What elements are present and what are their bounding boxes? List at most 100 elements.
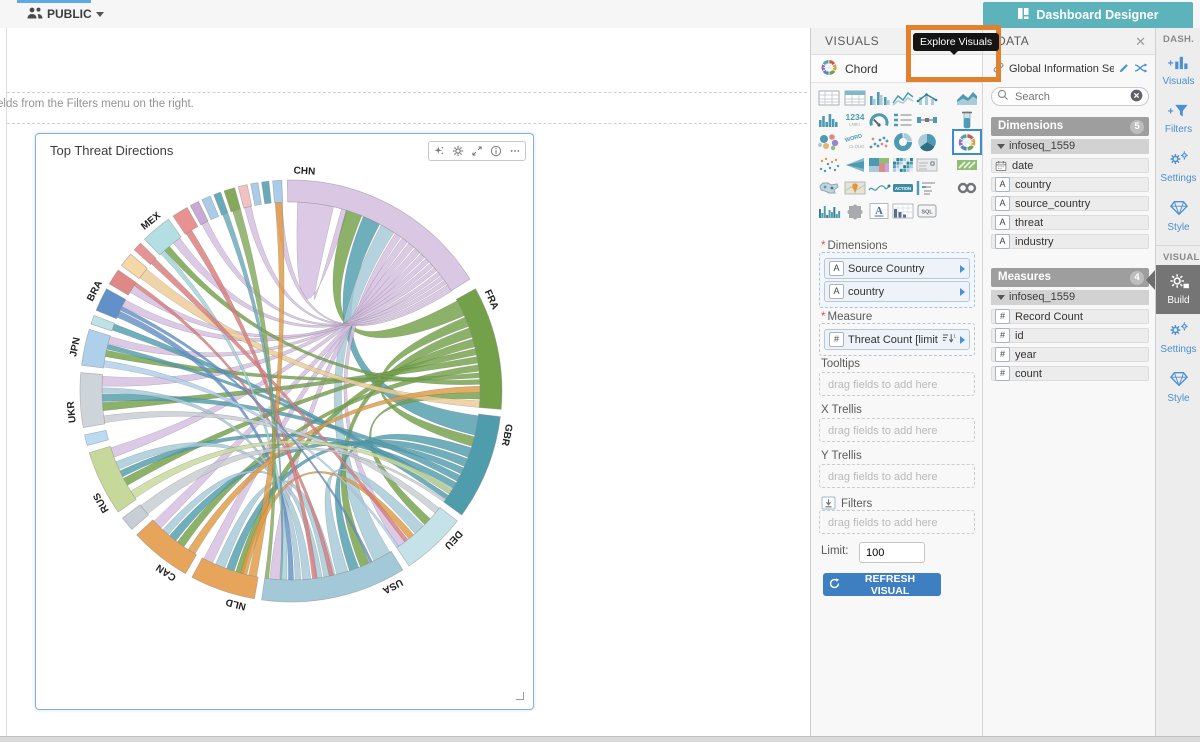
funnel-visual-icon[interactable] [843, 155, 867, 175]
measure-group-row[interactable]: infoseq_1559 [991, 290, 1149, 305]
refresh-visual-button[interactable]: REFRESH VISUAL [823, 573, 941, 597]
switch-dataset-icon[interactable] [1134, 62, 1148, 77]
sql-visual-icon[interactable]: SQL [915, 201, 939, 221]
pin-map-visual-icon[interactable] [843, 178, 867, 198]
chord-visual-icon[interactable] [952, 129, 982, 155]
dense-bars-visual-icon[interactable] [817, 201, 841, 221]
queue-visual-icon[interactable] [915, 178, 939, 198]
legend-visual-icon[interactable] [891, 110, 915, 130]
rail-visual-settings[interactable]: Settings [1156, 314, 1200, 363]
histogram-visual-icon[interactable] [817, 110, 841, 130]
dimension-field-date[interactable]: date [991, 158, 1149, 173]
limit-input[interactable] [859, 542, 925, 563]
bullet-visual-icon[interactable] [955, 110, 979, 130]
bottom-edge [0, 736, 1200, 742]
shelf-dropzone-x-trellis[interactable]: drag fields to add here [819, 418, 975, 442]
field-menu-arrow[interactable] [960, 264, 965, 273]
rail-visual-style[interactable]: Style [1156, 363, 1200, 412]
pivot-table-visual-icon[interactable] [843, 88, 867, 108]
pie-visual-icon[interactable] [915, 132, 939, 152]
dashboard-designer-label: Dashboard Designer [1036, 8, 1159, 22]
selected-visual-type[interactable]: Chord [811, 55, 983, 83]
drop-filter-icon [821, 496, 836, 510]
close-icon[interactable]: ✕ [1135, 34, 1146, 49]
shelf-dropzone-y-trellis[interactable]: drag fields to add here [819, 464, 975, 488]
shelf-label-filters: Filters [821, 496, 872, 510]
combo-visual-icon[interactable] [915, 88, 939, 108]
measure-field-count[interactable]: # count [991, 366, 1149, 381]
timeline-visual-icon[interactable] [955, 155, 979, 175]
visual-toolbar [428, 141, 526, 161]
filter-row-divider [7, 92, 807, 93]
histogram-grid-visual-icon[interactable] [891, 201, 915, 221]
lines-visual-icon[interactable] [891, 88, 915, 108]
heatmap-visual-icon[interactable] [891, 155, 915, 175]
area-visual-icon[interactable] [955, 88, 979, 108]
clear-search-icon[interactable] [1130, 89, 1143, 105]
svg-text:CHN: CHN [293, 165, 315, 177]
field-pill[interactable]: A Source Country [824, 258, 970, 279]
measure-shelf[interactable]: #Threat Count [limit 1...1 [819, 323, 975, 356]
dashboard-designer-button[interactable]: Dashboard Designer [983, 2, 1193, 28]
donut-visual-icon[interactable] [891, 132, 915, 152]
field-pill[interactable]: #Threat Count [limit 1...1 [824, 329, 970, 350]
treemap-visual-icon[interactable] [867, 155, 891, 175]
kpi-visual-icon[interactable]: 1234 LABEL [843, 110, 867, 130]
build-icon [1168, 272, 1190, 293]
edit-dataset-icon[interactable] [1118, 62, 1130, 77]
rail-dash-settings[interactable]: Settings [1156, 143, 1200, 192]
workspace-menu[interactable]: PUBLIC [26, 5, 104, 23]
shelf-dropzone-filters[interactable]: drag fields to add here [819, 510, 975, 534]
dimension-group-row[interactable]: infoseq_1559 [991, 139, 1149, 154]
gear-icon[interactable] [452, 145, 464, 157]
rich-text-visual-icon[interactable]: A [867, 201, 891, 221]
search-box[interactable] [991, 87, 1149, 106]
word-cloud-visual-icon[interactable]: WORD CLOUD [843, 132, 867, 152]
dumbbell-visual-icon[interactable] [915, 110, 939, 130]
sort-icon: 1 [942, 333, 956, 347]
action-visual-icon[interactable]: ACTION [891, 178, 915, 198]
network-visual-icon[interactable] [817, 155, 841, 175]
event-banner-visual-icon[interactable] [915, 155, 939, 175]
svg-text:UKR: UKR [66, 400, 79, 423]
gauge-visual-icon[interactable] [867, 110, 891, 130]
sparkline-visual-icon[interactable] [867, 178, 891, 198]
grouped-bars-visual-icon[interactable] [867, 88, 891, 108]
dataset-row[interactable]: Global Information Sec... [992, 61, 1148, 77]
packed-bubbles-visual-icon[interactable] [817, 132, 841, 152]
table-visual-icon[interactable] [817, 88, 841, 108]
visual-card[interactable]: Top Threat Directions CHN FRA GBR DEU USA NLD… [35, 133, 534, 710]
rail-dash-style[interactable]: Style [1156, 192, 1200, 241]
measure-field-record-count[interactable]: # Record Count [991, 309, 1149, 324]
search-input[interactable] [1013, 89, 1126, 104]
expand-icon[interactable] [471, 145, 483, 157]
measure-field-id[interactable]: # id [991, 328, 1149, 343]
field-menu-arrow[interactable] [960, 287, 965, 296]
rail-visual-build[interactable]: Build [1156, 265, 1200, 314]
rail-dash-filters[interactable]: + Filters [1156, 95, 1200, 143]
measure-count-badge: 4 [1130, 270, 1144, 285]
choropleth-map-visual-icon[interactable] [817, 178, 841, 198]
resize-handle[interactable] [516, 692, 524, 700]
link-visual-icon[interactable] [955, 178, 979, 198]
dimension-section-header[interactable]: Dimensions 5 [991, 117, 1149, 136]
measure-section-header[interactable]: Measures 4 [991, 268, 1149, 287]
field-menu-arrow[interactable] [960, 335, 965, 344]
more-options-icon[interactable] [509, 145, 521, 157]
scatter-visual-icon[interactable] [867, 132, 891, 152]
extension-visual-icon[interactable] [843, 201, 867, 221]
info-icon[interactable] [490, 145, 502, 157]
shelf-dropzone-tooltips[interactable]: drag fields to add here [819, 372, 975, 396]
rail-dash-visuals[interactable]: + Visuals [1156, 47, 1200, 95]
explore-sparkle-icon[interactable] [433, 145, 445, 157]
measure-field-year[interactable]: # year [991, 347, 1149, 362]
visual-title: Top Threat Directions [50, 143, 174, 158]
